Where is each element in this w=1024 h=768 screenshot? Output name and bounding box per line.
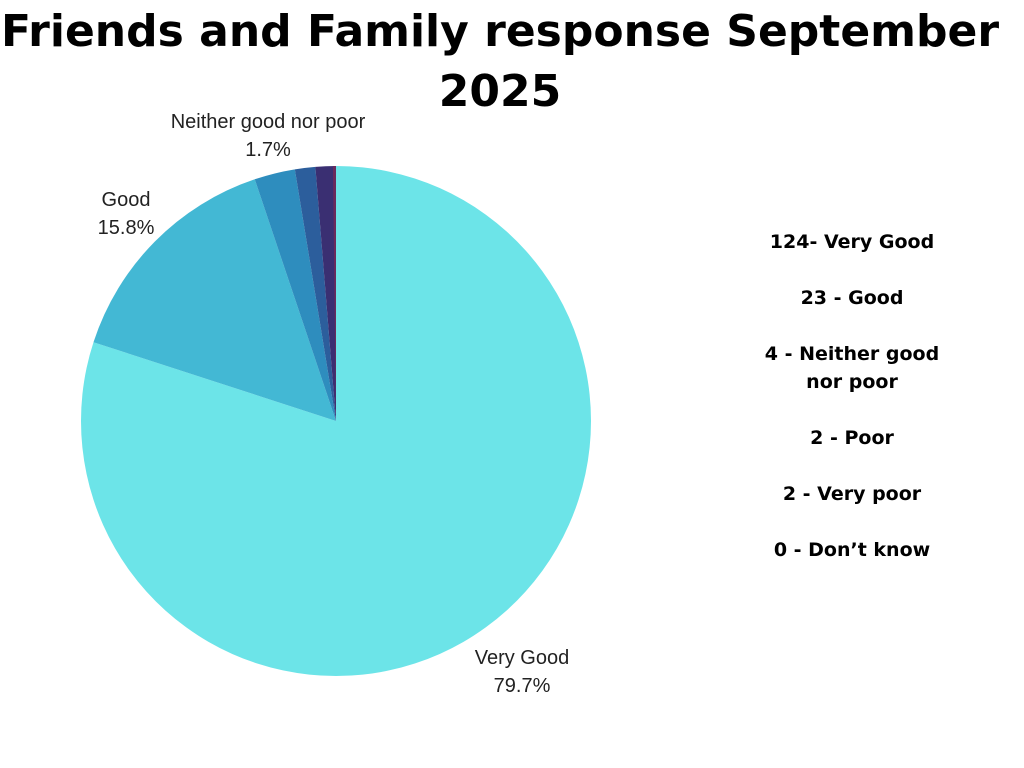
slice-label-good-percent: 15.8% <box>97 217 155 239</box>
chart-title: Friends and Family response September 20… <box>0 2 1000 122</box>
slice-label-very-good-name: Very Good <box>474 647 570 669</box>
legend-item-dont-know: 0 - Don’t know <box>773 539 931 561</box>
legend: 124- Very Good 23 - Good 4 - Neither goo… <box>752 228 952 592</box>
chart-title-line-1: Friends and Family response September <box>0 6 1000 57</box>
legend-item-neither: 4 - Neither good nor poor <box>764 343 940 393</box>
legend-item-poor: 2 - Poor <box>810 427 894 449</box>
pie-slice-neither-good-nor-poor <box>254 169 336 421</box>
legend-item-very-poor: 2 - Very poor <box>782 483 922 505</box>
legend-item-very-good: 124- Very Good <box>769 231 935 253</box>
pie-slice-very-poor <box>315 166 336 421</box>
slice-label-neither-name: Neither good nor poor <box>170 111 366 133</box>
legend-item-good: 23 - Good <box>800 287 904 309</box>
slice-label-very-good: Very Good 79.7% <box>462 644 582 700</box>
pie-slice-poor <box>294 166 336 421</box>
slice-label-very-good-percent: 79.7% <box>493 675 551 697</box>
slice-label-good-name: Good <box>101 189 151 211</box>
slice-label-neither-percent: 1.7% <box>245 139 291 161</box>
chart-title-line-2: 2025 <box>438 66 562 117</box>
pie-slice-don-t-know <box>332 166 336 421</box>
slice-label-good: Good 15.8% <box>86 186 166 242</box>
slice-label-neither: Neither good nor poor 1.7% <box>158 108 378 164</box>
pie-slice-good <box>93 179 336 421</box>
